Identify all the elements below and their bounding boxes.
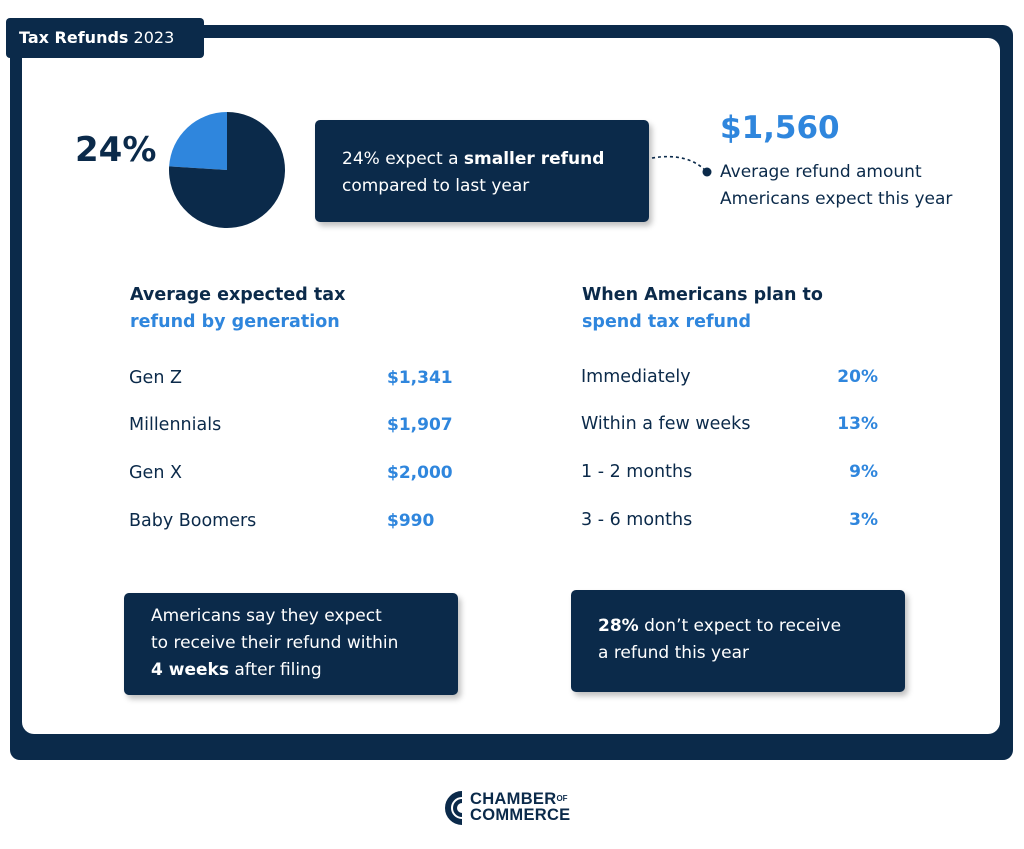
average-refund-line2: Americans expect this year (720, 189, 953, 209)
generation-label-baby-boomers: Baby Boomers (129, 511, 257, 531)
no-refund-box: 28% don’t expect to receive a refund thi… (571, 590, 905, 692)
spend-label-1-2-months: 1 - 2 months (581, 462, 693, 482)
generation-heading-line2: refund by generation (130, 312, 340, 332)
spend-value-1-2-months: 9% (849, 462, 878, 482)
title-year: 2023 (133, 28, 175, 47)
receive-line2: to receive their refund within (151, 633, 399, 653)
spend-value-few-weeks: 13% (837, 414, 878, 434)
logo-wordmark: CHAMBEROF COMMERCE (470, 790, 571, 824)
title-bold: Tax Refunds (19, 28, 129, 47)
generation-label-gen-x: Gen X (129, 463, 182, 483)
pie-percent-label: 24% (75, 130, 157, 170)
pie-slice-1 (169, 112, 285, 228)
spend-label-3-6-months: 3 - 6 months (581, 510, 693, 530)
average-refund-line1: Average refund amount (720, 162, 922, 182)
no-refund-line1: don’t expect to receive (638, 616, 842, 636)
receive-line1: Americans say they expect (151, 606, 382, 626)
spend-heading-line2: spend tax refund (582, 312, 752, 332)
receive-suffix: after filing (228, 660, 322, 680)
generation-label-millennials: Millennials (129, 415, 222, 435)
chamber-of-commerce-logo (445, 791, 463, 825)
spend-label-immediately: Immediately (581, 367, 691, 387)
receive-refund-box: Americans say they expect to receive the… (124, 593, 458, 695)
generation-value-gen-z: $1,341 (387, 368, 453, 388)
no-refund-bold: 28% (598, 616, 639, 636)
no-refund-line2: a refund this year (598, 643, 749, 663)
spend-label-few-weeks: Within a few weeks (581, 414, 751, 434)
spend-value-immediately: 20% (837, 367, 878, 387)
pie-chart (169, 112, 285, 228)
pie-slice-0 (169, 112, 227, 170)
generation-value-millennials: $1,907 (387, 415, 453, 435)
generation-value-gen-x: $2,000 (387, 463, 453, 483)
average-refund-label: Average refund amount Americans expect t… (720, 159, 1000, 213)
smaller-refund-bold: smaller refund (463, 149, 605, 169)
logo-word-of: OF (556, 794, 568, 803)
logo-word-commerce: COMMERCE (470, 806, 571, 824)
receive-bold: 4 weeks (151, 660, 229, 680)
spend-value-3-6-months: 3% (849, 510, 878, 530)
average-refund-amount: $1,560 (720, 110, 840, 146)
logo-word-chamber: CHAMBER (470, 790, 557, 808)
generation-heading: Average expected tax refund by generatio… (130, 282, 345, 336)
smaller-refund-box: 24% expect a smaller refund compared to … (315, 120, 649, 222)
generation-value-baby-boomers: $990 (387, 511, 435, 531)
smaller-refund-suffix: compared to last year (342, 176, 530, 196)
generation-label-gen-z: Gen Z (129, 368, 182, 388)
smaller-refund-prefix: 24% expect a (342, 149, 464, 169)
dotted-connector (651, 155, 712, 177)
generation-heading-line1: Average expected tax (130, 285, 346, 305)
spend-heading: When Americans plan to spend tax refund (582, 282, 823, 336)
page-title: Tax Refunds 2023 (6, 18, 204, 58)
spend-heading-line1: When Americans plan to (582, 285, 823, 305)
